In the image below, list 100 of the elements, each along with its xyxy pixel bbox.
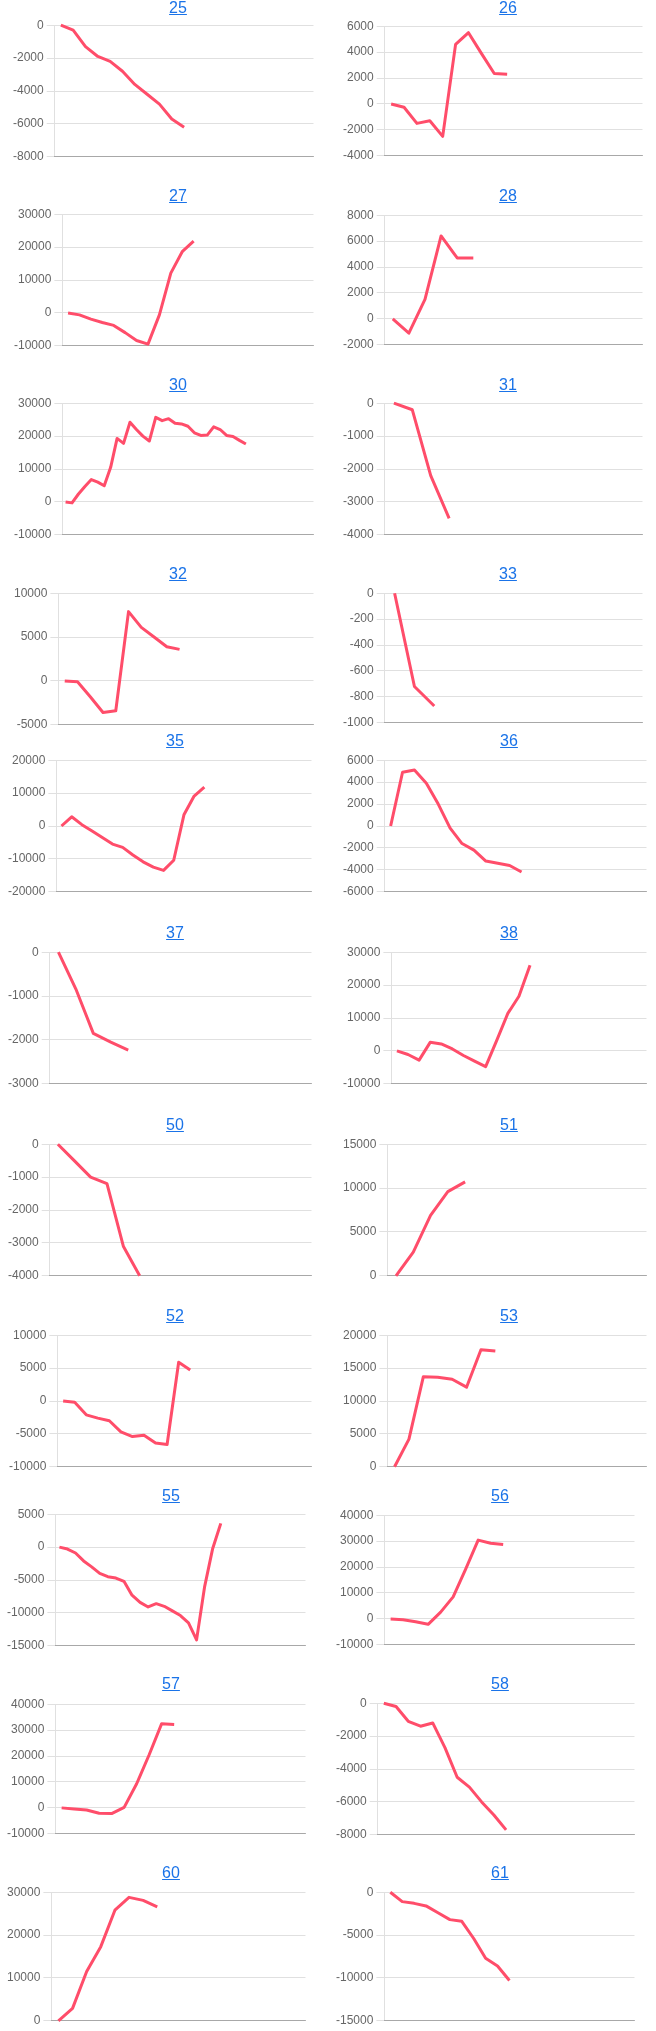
y-tick-label: 10000 <box>17 272 52 287</box>
y-tick-label: 0 <box>367 311 374 326</box>
y-tick-label: 10000 <box>342 1180 377 1195</box>
y-tick-label: -4000 <box>335 1761 368 1776</box>
y-tick-label: 0 <box>369 1268 377 1283</box>
y-tick-label: 30000 <box>10 1722 45 1737</box>
y-tick-label: 0 <box>367 96 374 111</box>
chart-title: 51 <box>500 1116 518 1133</box>
y-tick-label: -1000 <box>7 1169 40 1184</box>
y-tick-label: 6000 <box>346 233 375 248</box>
y-tick-label: -4000 <box>12 83 45 98</box>
y-tick-label: 6000 <box>346 18 375 33</box>
y-tick-label: -10000 <box>335 1970 374 1985</box>
chart-title: 52 <box>166 1307 184 1324</box>
y-tick-label: 15000 <box>342 1136 377 1151</box>
y-tick-label: -400 <box>349 637 374 652</box>
y-tick-label: -10000 <box>6 1605 45 1620</box>
y-tick-label: -10000 <box>13 338 52 353</box>
y-tick-label: -6000 <box>335 1794 368 1809</box>
y-tick-label: 2000 <box>346 285 375 300</box>
y-tick-label: -4000 <box>342 148 375 163</box>
chart-title: 27 <box>169 187 187 204</box>
y-tick-label: 0 <box>32 1136 39 1151</box>
chart-title: 56 <box>491 1487 509 1504</box>
y-tick-label: 10000 <box>339 1585 374 1600</box>
y-tick-label: 10000 <box>17 461 52 476</box>
y-tick-label: -2000 <box>7 1032 40 1047</box>
y-tick-label: -10000 <box>13 527 52 542</box>
y-tick-label: 0 <box>366 1611 374 1626</box>
y-tick-label: -10000 <box>335 1637 374 1652</box>
y-tick-label: -2000 <box>7 1202 40 1217</box>
y-tick-label: 20000 <box>342 1327 377 1342</box>
y-tick-label: -2000 <box>342 122 375 137</box>
chart-title: 60 <box>162 1864 180 1881</box>
y-tick-label: -10000 <box>342 1076 381 1091</box>
y-tick-label: -15000 <box>335 2013 374 2028</box>
chart-title: 36 <box>500 732 518 749</box>
y-tick-label: 40000 <box>10 1696 45 1711</box>
y-tick-label: 0 <box>40 673 48 688</box>
y-tick-label: -5000 <box>13 1572 45 1587</box>
y-tick-label: 30000 <box>17 395 52 410</box>
chart-title: 55 <box>162 1487 180 1504</box>
y-tick-label: 10000 <box>11 785 46 800</box>
chart-title: 28 <box>499 187 517 204</box>
chart-title: 61 <box>491 1864 509 1881</box>
chart-title: 25 <box>169 0 187 16</box>
y-tick-label: -8000 <box>12 149 45 164</box>
y-tick-label: 20000 <box>346 977 381 992</box>
y-tick-label: -5000 <box>16 717 48 732</box>
y-tick-label: -4000 <box>342 527 375 542</box>
y-tick-label: -3000 <box>7 1235 40 1250</box>
chart-title: 50 <box>166 1116 184 1133</box>
y-tick-label: -4000 <box>342 862 375 877</box>
y-tick-label: -1000 <box>342 428 375 443</box>
y-tick-label: 20000 <box>17 428 52 443</box>
y-tick-label: 0 <box>37 1800 45 1815</box>
y-tick-label: -2000 <box>342 840 375 855</box>
y-tick-label: -200 <box>349 611 374 626</box>
y-tick-label: -2000 <box>342 461 375 476</box>
y-tick-label: 20000 <box>10 1748 45 1763</box>
chart-title: 32 <box>169 565 187 582</box>
chart-title: 35 <box>166 732 184 749</box>
y-tick-label: -600 <box>349 663 374 678</box>
y-tick-label: -10000 <box>7 851 46 866</box>
y-tick-label: 0 <box>369 1459 377 1474</box>
y-tick-label: -5000 <box>342 1927 374 1942</box>
y-tick-label: 0 <box>373 1043 381 1058</box>
y-tick-label: 0 <box>37 17 44 32</box>
y-tick-label: 30000 <box>339 1533 374 1548</box>
y-tick-label: 0 <box>44 494 52 509</box>
y-tick-label: 0 <box>367 585 374 600</box>
y-tick-label: -15000 <box>6 1638 45 1653</box>
y-tick-label: -6000 <box>12 116 45 131</box>
y-tick-label: -800 <box>349 689 374 704</box>
chart-title: 57 <box>162 1675 180 1692</box>
chart-title: 26 <box>499 0 517 16</box>
y-tick-label: 0 <box>366 1884 374 1899</box>
y-tick-label: 4000 <box>346 259 375 274</box>
chart-title: 58 <box>491 1675 509 1692</box>
chart-title: 30 <box>169 376 187 393</box>
y-tick-label: -20000 <box>7 884 46 899</box>
chart-title: 31 <box>499 376 517 393</box>
y-tick-label: 5000 <box>349 1224 377 1239</box>
y-tick-label: -10000 <box>6 1826 45 1841</box>
y-tick-label: 10000 <box>13 585 48 600</box>
chart-title: 53 <box>500 1307 518 1324</box>
y-tick-label: -4000 <box>7 1268 40 1283</box>
chart-title: 33 <box>499 565 517 582</box>
y-tick-label: 8000 <box>346 207 375 222</box>
y-tick-label: 10000 <box>12 1327 47 1342</box>
y-tick-label: 0 <box>38 818 46 833</box>
y-tick-label: 20000 <box>6 1927 41 1942</box>
y-tick-label: 5000 <box>19 1360 47 1375</box>
y-tick-label: 2000 <box>346 796 375 811</box>
y-tick-label: 10000 <box>346 1010 381 1025</box>
y-tick-label: -8000 <box>335 1827 368 1842</box>
y-tick-label: -2000 <box>335 1728 368 1743</box>
y-tick-label: 30000 <box>6 1884 41 1899</box>
y-tick-label: 30000 <box>17 206 52 221</box>
y-tick-label: 0 <box>32 944 39 959</box>
